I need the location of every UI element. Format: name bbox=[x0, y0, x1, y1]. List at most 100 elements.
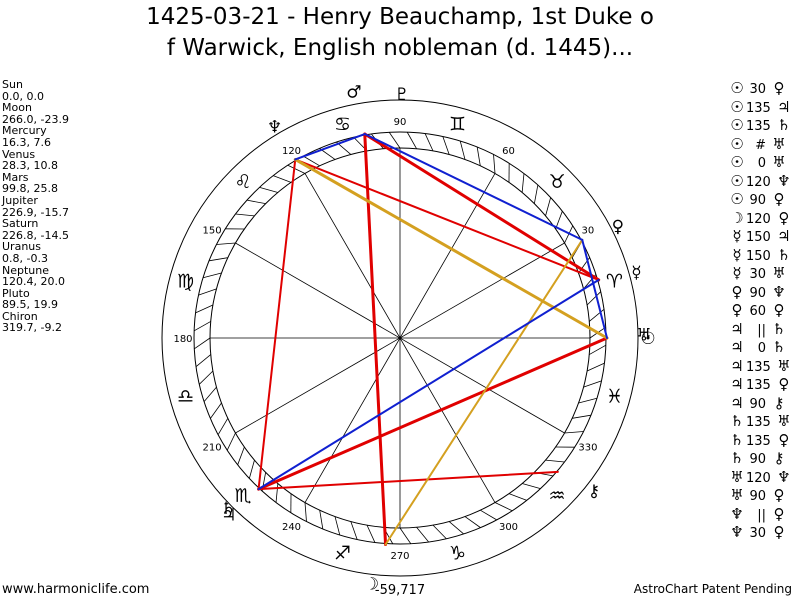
aspect-angle: 30 bbox=[749, 82, 766, 97]
aspect-angle: # bbox=[755, 137, 766, 153]
degree-tick bbox=[208, 257, 228, 262]
planet-coords-pluto: 89.5, 19.9 bbox=[2, 298, 58, 312]
aspect-planet-2-icon: ♀ bbox=[778, 375, 790, 393]
aspect-planet-1-icon: ♃ bbox=[730, 338, 744, 356]
aspect-angle: 90 bbox=[749, 396, 766, 412]
degree-tick bbox=[350, 521, 358, 540]
planet-mars-icon: ♂ bbox=[346, 82, 361, 102]
aspect-planet-1-icon: ☿ bbox=[732, 264, 742, 282]
aspect-planet-1-icon: ♃ bbox=[730, 319, 744, 338]
aspect-row: ♀ 90 ♆ bbox=[728, 283, 793, 302]
zodiac-sign-icon: ♍ bbox=[177, 271, 194, 293]
aspect-planet-1-icon: ♀ bbox=[731, 301, 743, 319]
planet-coords-neptune: 120.4, 20.0 bbox=[2, 275, 65, 289]
degree-tick bbox=[508, 493, 527, 501]
chart-title: 1425-03-21 - Henry Beauchamp, 1st Duke o… bbox=[0, 2, 800, 64]
degree-tick bbox=[194, 337, 211, 350]
aspect-planet-1-icon: ♆ bbox=[730, 504, 744, 523]
aspect-row: ♅ 120 ♆ bbox=[728, 468, 793, 487]
planet-name-neptune: Neptune bbox=[2, 263, 50, 277]
degree-tick bbox=[248, 460, 255, 479]
zodiac-sign-icon: ♊ bbox=[449, 114, 466, 136]
degree-tick bbox=[578, 397, 598, 404]
zodiac-sign-icon: ♉ bbox=[548, 171, 565, 193]
zodiac-sign-icon: ♐ bbox=[334, 542, 351, 564]
planet-name-venus: Venus bbox=[2, 147, 36, 161]
zodiac-sign-icon: ♋ bbox=[334, 114, 351, 136]
planet-sun-icon: ☉ bbox=[640, 329, 655, 349]
aspect-line bbox=[294, 133, 366, 161]
aspect-planet-2-icon: ♀ bbox=[778, 430, 790, 449]
aspect-planet-1-icon: ♄ bbox=[730, 449, 744, 467]
aspect-planet-2-icon: ♆ bbox=[777, 467, 791, 486]
degree-tick bbox=[246, 199, 266, 205]
degree-tick bbox=[424, 133, 434, 152]
aspect-planet-2-icon: ♆ bbox=[772, 282, 786, 301]
aspect-row: ♃ 135 ♀ bbox=[728, 375, 793, 394]
degree-tick bbox=[522, 483, 541, 490]
degree-label: 150 bbox=[203, 226, 222, 237]
degree-tick bbox=[555, 211, 563, 230]
aspect-planet-2-icon: ♄ bbox=[772, 338, 786, 356]
aspect-line bbox=[363, 132, 601, 282]
degree-label: 270 bbox=[390, 551, 409, 562]
degree-tick bbox=[259, 186, 278, 193]
aspect-planet-2-icon: ♆ bbox=[777, 171, 791, 190]
degree-tick bbox=[198, 370, 214, 385]
aspect-planet-2-icon: ♅ bbox=[777, 356, 791, 375]
degree-tick bbox=[287, 164, 306, 174]
planet-coords-mars: 99.8, 25.8 bbox=[2, 182, 58, 196]
degree-tick bbox=[203, 386, 217, 402]
degree-tick bbox=[442, 136, 450, 155]
bottom-label: -59,717 bbox=[375, 583, 425, 598]
degree-tick bbox=[304, 502, 307, 522]
degree-tick bbox=[464, 516, 481, 528]
degree-label: 120 bbox=[282, 146, 301, 157]
aspect-angle: 150 bbox=[746, 230, 771, 245]
planet-moon-icon: ☽ bbox=[364, 574, 379, 594]
degree-tick bbox=[589, 344, 607, 355]
planet-coords-venus: 28.3, 10.8 bbox=[2, 159, 58, 173]
aspect-line bbox=[257, 158, 297, 491]
degree-tick bbox=[216, 242, 236, 245]
aspect-row: ☉ 135 ♄ bbox=[728, 116, 793, 135]
aspect-row: ☉ 90 ♀ bbox=[728, 190, 793, 209]
degree-label: 30 bbox=[582, 226, 595, 237]
aspect-planet-2-icon: ♃ bbox=[777, 227, 791, 245]
aspect-planet-1-icon: ♃ bbox=[730, 393, 744, 412]
aspect-planet-1-icon: ♄ bbox=[730, 430, 744, 449]
planet-positions-list: Sun 0.0, 0.0 Moon 266.0, -23.9 Mercury 16.3, … bbox=[2, 79, 69, 334]
aspect-line bbox=[384, 238, 584, 546]
degree-label: 330 bbox=[578, 443, 597, 454]
aspect-planet-2-icon: ♀ bbox=[773, 190, 785, 208]
aspect-planet-2-icon: ♅ bbox=[772, 264, 786, 282]
aspect-planet-1-icon: ♃ bbox=[730, 375, 744, 393]
aspect-angle: 150 bbox=[746, 248, 771, 264]
planet-name-pluto: Pluto bbox=[2, 286, 30, 300]
degree-tick bbox=[237, 446, 245, 465]
aspect-angle: 90 bbox=[749, 193, 766, 208]
aspect-row: ♃ 90 ⚷ bbox=[728, 394, 793, 413]
degree-tick bbox=[388, 132, 401, 149]
aspect-angle: 120 bbox=[746, 470, 771, 486]
degree-tick bbox=[416, 527, 429, 543]
degree-tick bbox=[193, 321, 211, 332]
aspect-row: ♆ || ♀ bbox=[728, 505, 793, 524]
aspect-line bbox=[363, 133, 584, 241]
aspect-angle: 0 bbox=[757, 156, 766, 171]
degree-tick bbox=[521, 173, 525, 193]
degree-tick bbox=[564, 225, 574, 244]
aspect-planet-2-icon: ♀ bbox=[773, 504, 785, 523]
aspect-planet-2-icon: ♄ bbox=[777, 245, 791, 264]
degree-tick bbox=[195, 304, 214, 314]
degree-tick bbox=[533, 184, 539, 204]
degree-label: 90 bbox=[394, 117, 407, 128]
aspect-planet-1-icon: ☉ bbox=[730, 116, 744, 134]
aspect-angle: 120 bbox=[746, 174, 771, 190]
degree-tick bbox=[545, 197, 552, 216]
degree-tick bbox=[334, 516, 341, 536]
aspect-planet-2-icon: ⚷ bbox=[773, 449, 785, 467]
aspect-planet-2-icon: ⚷ bbox=[773, 393, 785, 412]
degree-tick bbox=[273, 175, 292, 183]
aspect-row: ☿ 150 ♃ bbox=[728, 227, 793, 246]
